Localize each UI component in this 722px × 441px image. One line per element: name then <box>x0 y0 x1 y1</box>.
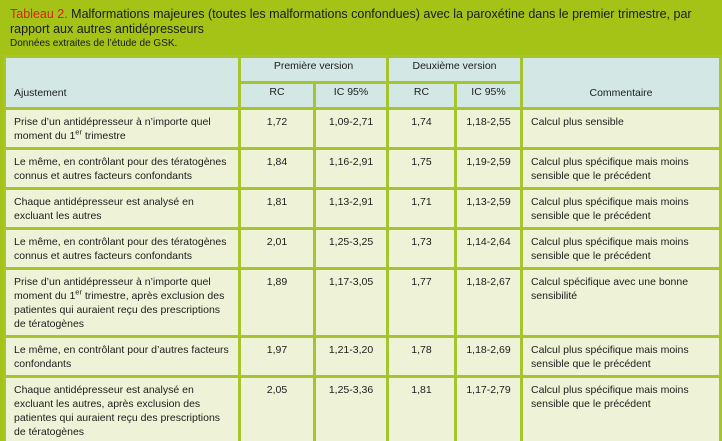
cell-rc-v2: 1,77 <box>386 267 457 338</box>
cell-adjustment: Le même, en contrôlant pour des tératogè… <box>3 227 241 270</box>
cell-rc-v2: 1,71 <box>386 187 457 230</box>
table-row: Le même, en contrôlant pour des tératogè… <box>3 147 722 190</box>
cell-ic95-v2: 1,18-2,55 <box>453 107 524 150</box>
cell-ic95-v1: 1,17-3,05 <box>313 267 389 338</box>
header-adjustment: Ajustement <box>3 55 241 110</box>
ordinal-superscript: er <box>75 287 82 297</box>
table-body: Prise d’un antidépresseur à n’importe qu… <box>3 107 722 441</box>
table-row: Chaque antidépresseur est analysé en exc… <box>3 187 722 230</box>
table-title: Tableau 2. Malformations majeures (toute… <box>10 7 712 37</box>
cell-rc-v1: 1,72 <box>238 107 316 150</box>
cell-rc-v1: 1,97 <box>238 335 316 378</box>
cell-ic95-v2: 1,13-2,59 <box>453 187 524 230</box>
cell-rc-v1: 2,05 <box>238 375 316 441</box>
data-table: Ajustement Première version Deuxième ver… <box>3 55 722 441</box>
cell-ic95-v1: 1,25-3,25 <box>313 227 389 270</box>
table-caption: Tableau 2. Malformations majeures (toute… <box>0 0 722 55</box>
header-second-version: Deuxième version <box>385 55 524 84</box>
cell-rc-v1: 1,81 <box>238 187 316 230</box>
table-row: Le même, en contrôlant pour des tératogè… <box>3 227 722 270</box>
cell-adjustment: Chaque antidépresseur est analysé en exc… <box>3 375 241 441</box>
cell-adjustment: Le même, en contrôlant pour des tératogè… <box>3 147 241 190</box>
header-rc-v2: RC <box>386 81 457 110</box>
cell-comment: Calcul plus spécifique mais moins sensib… <box>520 335 722 378</box>
cell-rc-v2: 1,78 <box>386 335 457 378</box>
cell-rc-v2: 1,73 <box>386 227 457 270</box>
cell-ic95-v2: 1,19-2,59 <box>453 147 524 190</box>
header-rc-v1: RC <box>238 81 316 110</box>
cell-rc-v1: 2,01 <box>238 227 316 270</box>
cell-ic95-v2: 1,18-2,67 <box>453 267 524 338</box>
cell-ic95-v1: 1,09-2,71 <box>313 107 389 150</box>
table-title-text: Malformations majeures (toutes les malfo… <box>10 7 692 36</box>
cell-comment: Calcul plus spécifique mais moins sensib… <box>520 375 722 441</box>
cell-rc-v1: 1,84 <box>238 147 316 190</box>
cell-comment: Calcul plus spécifique mais moins sensib… <box>520 227 722 270</box>
cell-comment: Calcul plus sensible <box>520 107 722 150</box>
table-row: Chaque antidépresseur est analysé en exc… <box>3 375 722 441</box>
cell-ic95-v1: 1,25-3,36 <box>313 375 389 441</box>
table-number-label: Tableau 2. <box>10 7 68 21</box>
cell-comment: Calcul spécifique avec une bonne sensibi… <box>520 267 722 338</box>
cell-ic95-v2: 1,17-2,79 <box>453 375 524 441</box>
header-ic-v1: IC 95% <box>313 81 389 110</box>
cell-ic95-v1: 1,16-2,91 <box>313 147 389 190</box>
cell-adjustment: Prise d’un antidépresseur à n’importe qu… <box>3 267 241 338</box>
header-first-version: Première version <box>238 55 389 84</box>
cell-ic95-v2: 1,14-2,64 <box>453 227 524 270</box>
cell-rc-v2: 1,81 <box>386 375 457 441</box>
header-ic-v2: IC 95% <box>453 81 524 110</box>
cell-ic95-v1: 1,13-2,91 <box>313 187 389 230</box>
cell-rc-v2: 1,75 <box>386 147 457 190</box>
table-header: Ajustement Première version Deuxième ver… <box>3 55 722 110</box>
table-row: Prise d’un antidépresseur à n’importe qu… <box>3 267 722 338</box>
header-comment: Commentaire <box>520 55 722 110</box>
cell-ic95-v1: 1,21-3,20 <box>313 335 389 378</box>
cell-adjustment: Le même, en contrôlant pour d’autres fac… <box>3 335 241 378</box>
cell-rc-v1: 1,89 <box>238 267 316 338</box>
cell-rc-v2: 1,74 <box>386 107 457 150</box>
ordinal-superscript: er <box>75 127 82 137</box>
table-subtitle: Données extraites de l’étude de GSK. <box>10 38 178 49</box>
table-row: Prise d’un antidépresseur à n’importe qu… <box>3 107 722 150</box>
cell-ic95-v2: 1,18-2,69 <box>453 335 524 378</box>
table-row: Le même, en contrôlant pour d’autres fac… <box>3 335 722 378</box>
cell-comment: Calcul plus spécifique mais moins sensib… <box>520 147 722 190</box>
cell-comment: Calcul plus spécifique mais moins sensib… <box>520 187 722 230</box>
cell-adjustment: Chaque antidépresseur est analysé en exc… <box>3 187 241 230</box>
cell-adjustment: Prise d’un antidépresseur à n’importe qu… <box>3 107 241 150</box>
